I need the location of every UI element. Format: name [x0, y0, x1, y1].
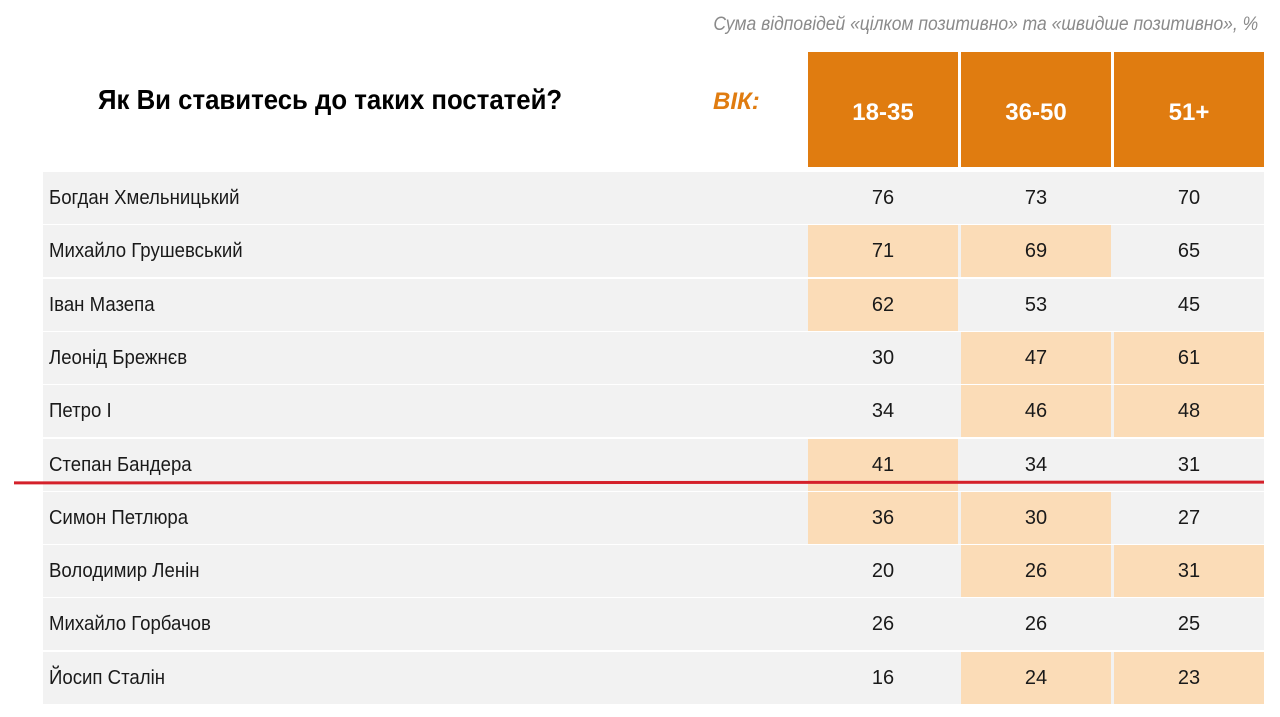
age-label: ВІК:	[713, 88, 760, 115]
value-cell: 53	[1024, 294, 1048, 316]
column-header-51-: 51+	[1114, 52, 1264, 167]
table-row: Петро І 34 46 48	[43, 385, 1264, 437]
table-row: Богдан Хмельницький 76 73 70	[43, 172, 1264, 224]
row-label: Петро І	[49, 400, 112, 422]
value-cell: 27	[1177, 507, 1201, 529]
value-cell: 47	[961, 332, 1111, 384]
value-cell: 23	[1114, 652, 1264, 704]
value-cell: 76	[871, 187, 895, 209]
value-cell: 24	[961, 652, 1111, 704]
value-cell: 62	[808, 279, 958, 331]
value-cell: 30	[961, 492, 1111, 544]
row-label: Степан Бандера	[49, 454, 192, 476]
row-label: Леонід Брежнєв	[49, 347, 188, 369]
value-cell: 70	[1177, 187, 1201, 209]
table-row: Михайло Грушевський 71 69 65	[43, 225, 1264, 277]
table-row: Іван Мазепа 62 53 45	[43, 279, 1264, 331]
value-cell: 26	[961, 545, 1111, 597]
table-row: Володимир Ленін 20 26 31	[43, 545, 1264, 597]
value-cell: 34	[1024, 454, 1048, 476]
row-label: Йосип Сталін	[49, 667, 165, 689]
table-row: Симон Петлюра 36 30 27	[43, 492, 1264, 544]
value-cell: 45	[1177, 294, 1201, 316]
column-header-36-50: 36-50	[961, 52, 1111, 167]
value-cell: 16	[871, 667, 895, 689]
value-cell: 73	[1024, 187, 1048, 209]
value-cell: 69	[961, 225, 1111, 277]
column-header-18-35: 18-35	[808, 52, 958, 167]
value-cell: 65	[1177, 240, 1201, 262]
value-cell: 20	[871, 560, 895, 582]
value-cell: 31	[1177, 454, 1201, 476]
table-row: Михайло Горбачов 26 26 25	[43, 598, 1264, 650]
value-cell: 26	[1024, 613, 1048, 635]
value-cell: 71	[808, 225, 958, 277]
value-cell: 31	[1114, 545, 1264, 597]
value-cell: 48	[1114, 385, 1264, 437]
value-cell: 26	[871, 613, 895, 635]
table-row: Йосип Сталін 16 24 23	[43, 652, 1264, 704]
value-cell: 25	[1177, 613, 1201, 635]
row-label: Михайло Горбачов	[49, 613, 211, 635]
row-label: Михайло Грушевський	[49, 240, 243, 262]
table-row: Леонід Брежнєв 30 47 61	[43, 332, 1264, 384]
row-label: Іван Мазепа	[49, 294, 155, 316]
value-cell: 61	[1114, 332, 1264, 384]
row-label: Богдан Хмельницький	[49, 187, 240, 209]
value-cell: 46	[961, 385, 1111, 437]
value-cell: 34	[871, 400, 895, 422]
chart-subtitle: Сума відповідей «цілком позитивно» та «ш…	[713, 14, 1258, 35]
row-label: Володимир Ленін	[49, 560, 200, 582]
value-cell: 36	[808, 492, 958, 544]
value-cell: 30	[871, 347, 895, 369]
chart-title: Як Ви ставитесь до таких постатей?	[98, 84, 563, 115]
row-label: Симон Петлюра	[49, 507, 189, 529]
